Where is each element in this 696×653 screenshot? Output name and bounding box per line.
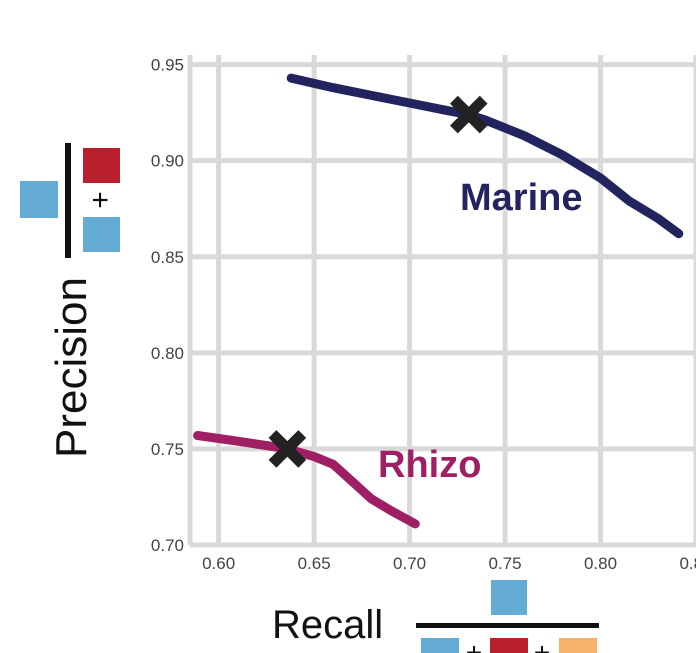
operating-point-marker-marine xyxy=(449,95,488,134)
fp-square-icon xyxy=(490,638,528,653)
plus-icon: + xyxy=(534,637,550,653)
y-tick-label: 0.75 xyxy=(151,440,184,459)
series-line-marine xyxy=(286,73,684,239)
series xyxy=(193,73,684,529)
tp-square-icon xyxy=(83,217,120,252)
y-tick-label: 0.90 xyxy=(151,152,184,171)
precision-formula: + xyxy=(20,143,120,258)
tp-square-icon xyxy=(20,181,58,218)
series-line-rhizo xyxy=(193,431,420,529)
series-label-marine: Marine xyxy=(460,177,582,219)
fraction-bar-icon xyxy=(65,143,71,258)
marker-stroke xyxy=(268,430,307,468)
x-tick-label: 0.85 xyxy=(679,554,696,573)
x-tick-label: 0.75 xyxy=(489,554,522,573)
operating-point-marker-rhizo xyxy=(268,430,307,468)
y-tick-labels: 0.70 0.75 0.80 0.85 0.90 0.95 xyxy=(151,56,184,555)
plus-icon: + xyxy=(84,191,117,209)
marker-stroke xyxy=(449,95,488,134)
fraction-bar-icon xyxy=(416,623,599,628)
x-axis-title: Recall xyxy=(272,603,383,647)
x-tick-label: 0.70 xyxy=(393,554,426,573)
fn-square-icon xyxy=(559,638,597,653)
tp-square-icon xyxy=(491,580,527,615)
y-tick-label: 0.95 xyxy=(151,56,184,75)
x-tick-label: 0.60 xyxy=(202,554,235,573)
tp-square-icon xyxy=(421,638,459,653)
x-tick-labels: 0.60 0.65 0.70 0.75 0.80 0.85 xyxy=(202,554,696,573)
y-tick-label: 0.80 xyxy=(151,344,184,363)
recall-formula: + + xyxy=(416,580,599,653)
x-tick-label: 0.80 xyxy=(584,554,617,573)
plus-icon: + xyxy=(466,637,482,653)
y-axis-title: Precision xyxy=(47,277,96,458)
grid xyxy=(187,55,696,548)
fp-square-icon xyxy=(83,148,120,183)
x-tick-label: 0.65 xyxy=(298,554,331,573)
y-tick-label: 0.70 xyxy=(151,536,184,555)
series-label-rhizo: Rhizo xyxy=(378,444,481,486)
y-tick-label: 0.85 xyxy=(151,248,184,267)
